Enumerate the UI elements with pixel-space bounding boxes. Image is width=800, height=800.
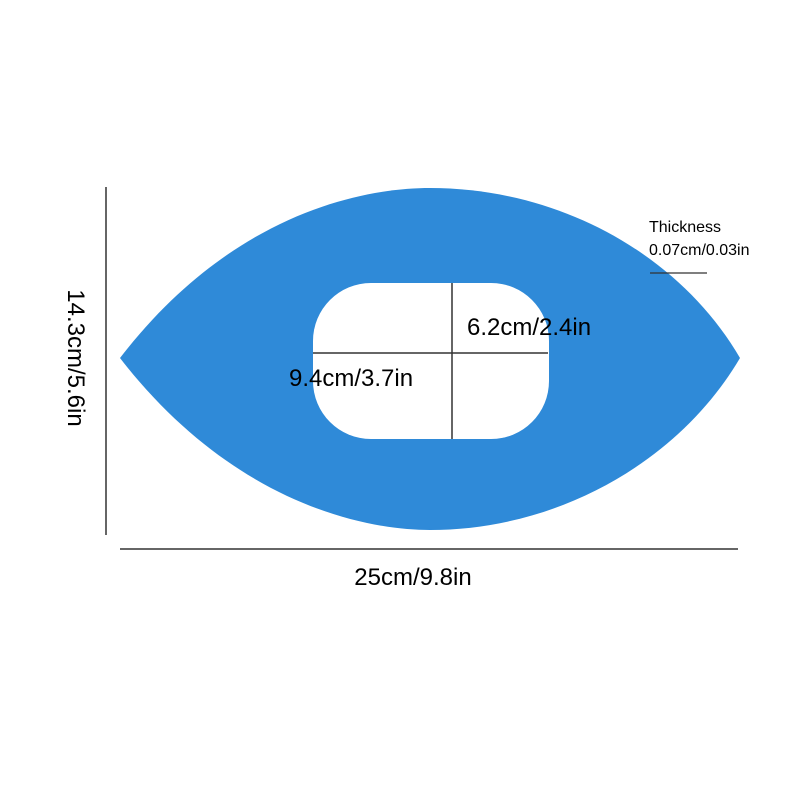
hole-width-label: 9.4cm/3.7in [289, 365, 413, 392]
height-label: 14.3cm/5.6in [62, 289, 89, 426]
width-label: 25cm/9.8in [354, 564, 471, 591]
hole-height-label: 6.2cm/2.4in [467, 314, 591, 341]
thickness-value: 0.07cm/0.03in [649, 242, 750, 259]
thickness-title: Thickness [649, 219, 721, 236]
eye-shaped-pad [120, 188, 740, 530]
